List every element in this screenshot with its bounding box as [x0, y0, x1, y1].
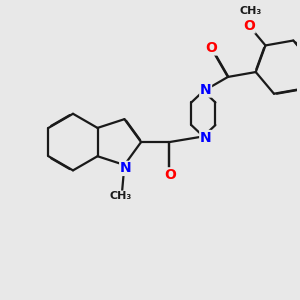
Text: O: O — [243, 19, 255, 33]
Text: O: O — [165, 168, 176, 182]
Text: N: N — [200, 83, 212, 97]
Text: N: N — [120, 161, 131, 176]
Text: O: O — [206, 41, 218, 55]
Text: N: N — [200, 130, 212, 145]
Text: CH₃: CH₃ — [110, 191, 132, 201]
Text: CH₃: CH₃ — [240, 6, 262, 16]
